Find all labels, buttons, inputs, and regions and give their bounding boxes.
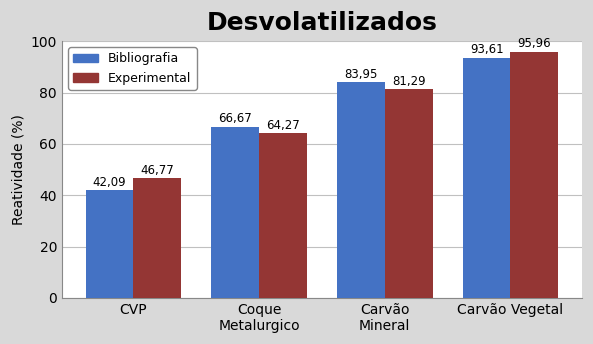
Bar (337, 83, 385, 298)
Bar (511, 52, 558, 298)
Bar (211, 127, 259, 298)
Bar (385, 89, 432, 298)
Title: Desvolatilizados: Desvolatilizados (206, 11, 437, 35)
Legend: Bibliografia, Experimental: Bibliografia, Experimental (68, 47, 196, 90)
Bar (259, 133, 307, 298)
Text: 93,61: 93,61 (470, 43, 503, 56)
Text: 95,96: 95,96 (518, 37, 551, 50)
Y-axis label: Reatividade (%): Reatividade (%) (11, 114, 25, 225)
Text: 81,29: 81,29 (392, 75, 425, 88)
Bar (463, 57, 511, 298)
Bar (85, 190, 133, 298)
Text: 66,67: 66,67 (218, 112, 252, 126)
Text: 64,27: 64,27 (266, 119, 300, 132)
Bar (133, 178, 181, 298)
Text: 83,95: 83,95 (344, 68, 378, 81)
Text: 46,77: 46,77 (141, 163, 174, 176)
Text: 42,09: 42,09 (93, 175, 126, 189)
